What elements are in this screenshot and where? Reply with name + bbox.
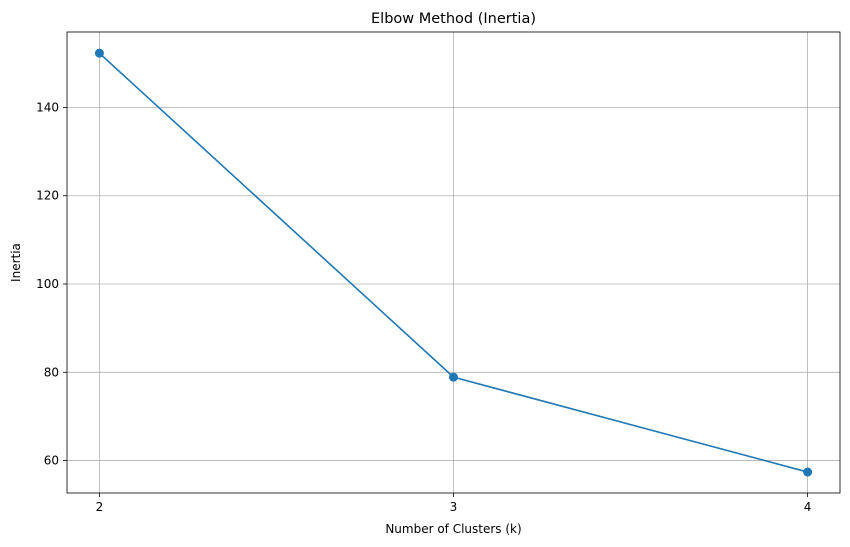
data-point [94, 48, 104, 58]
chart-title: Elbow Method (Inertia) [371, 11, 536, 27]
ticks: 2 3 4 60 80 100 120 140 [36, 100, 811, 514]
y-tick-label: 120 [36, 189, 59, 203]
x-tick-label: 4 [804, 500, 812, 514]
series-layer [94, 48, 813, 477]
data-point [449, 372, 458, 382]
y-axis-label: Inertia [9, 243, 23, 282]
data-point [803, 467, 813, 477]
y-tick-label: 140 [36, 100, 59, 114]
x-tick-label: 2 [96, 500, 104, 514]
x-axis-label: Number of Clusters (k) [385, 522, 521, 536]
grid [67, 32, 840, 493]
y-tick-label: 80 [44, 365, 59, 379]
x-tick-label: 3 [450, 500, 458, 514]
y-tick-label: 100 [36, 277, 59, 291]
y-tick-label: 60 [44, 454, 59, 468]
